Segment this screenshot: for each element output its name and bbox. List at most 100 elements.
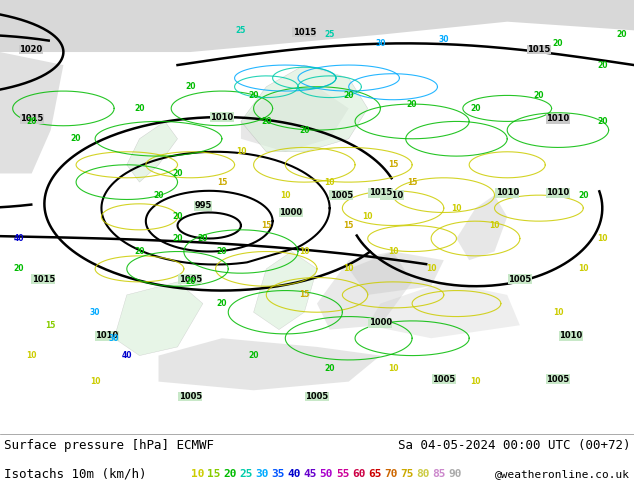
Text: 1015: 1015	[293, 28, 316, 37]
Text: Isotachs 10m (km/h): Isotachs 10m (km/h)	[4, 467, 146, 480]
Text: 15: 15	[46, 321, 56, 330]
Text: 10: 10	[388, 364, 398, 373]
Text: 70: 70	[384, 469, 398, 479]
Text: 15: 15	[217, 178, 227, 187]
Text: 20: 20	[249, 91, 259, 100]
Text: 15: 15	[407, 178, 417, 187]
Text: 60: 60	[352, 469, 365, 479]
Text: 20: 20	[134, 104, 145, 113]
Text: 1015: 1015	[20, 115, 43, 123]
Text: 10: 10	[191, 469, 205, 479]
Text: 30: 30	[439, 34, 449, 44]
Text: 1010: 1010	[547, 115, 569, 123]
Text: 20: 20	[597, 61, 607, 70]
Text: 1015: 1015	[369, 188, 392, 197]
Text: 20: 20	[470, 104, 481, 113]
Text: 20: 20	[299, 125, 309, 135]
Text: 20: 20	[217, 247, 227, 256]
Polygon shape	[349, 251, 444, 295]
Text: 25: 25	[236, 26, 246, 35]
Text: 20: 20	[172, 234, 183, 243]
Polygon shape	[0, 0, 634, 52]
Text: 10: 10	[299, 247, 309, 256]
Text: 1005: 1005	[547, 375, 569, 384]
Text: 10: 10	[280, 191, 290, 199]
Text: 20: 20	[325, 364, 335, 373]
Text: 1015: 1015	[32, 275, 55, 284]
Text: 20: 20	[185, 277, 195, 286]
Polygon shape	[0, 52, 63, 173]
Text: 30: 30	[256, 469, 269, 479]
Text: 20: 20	[597, 117, 607, 126]
Text: 20: 20	[185, 82, 195, 91]
Text: 20: 20	[134, 247, 145, 256]
Text: 20: 20	[261, 117, 271, 126]
Text: 1005: 1005	[179, 392, 202, 401]
Text: 1020: 1020	[19, 45, 42, 54]
Polygon shape	[254, 251, 317, 330]
Text: 10: 10	[597, 234, 607, 243]
Text: 10: 10	[451, 204, 462, 213]
Text: 1000: 1000	[279, 208, 302, 217]
Text: 15: 15	[299, 291, 309, 299]
Text: 20: 20	[407, 99, 417, 109]
Polygon shape	[158, 338, 380, 390]
Text: 1005: 1005	[508, 275, 531, 284]
Text: 10: 10	[470, 377, 481, 386]
Text: 20: 20	[616, 30, 626, 39]
Polygon shape	[368, 282, 520, 338]
Text: 20: 20	[553, 39, 563, 48]
Text: 20: 20	[534, 91, 544, 100]
Text: 40: 40	[14, 234, 24, 243]
Text: 20: 20	[223, 469, 237, 479]
Text: 20: 20	[172, 212, 183, 221]
Polygon shape	[127, 122, 178, 182]
Text: 80: 80	[416, 469, 430, 479]
Text: 10: 10	[489, 221, 500, 230]
Text: 25: 25	[240, 469, 253, 479]
Text: 10: 10	[388, 247, 398, 256]
Text: 1005: 1005	[306, 392, 328, 401]
Text: 10: 10	[236, 147, 246, 156]
Text: 1015: 1015	[527, 45, 550, 54]
Text: 10: 10	[426, 265, 436, 273]
Text: 20: 20	[344, 91, 354, 100]
Text: 20: 20	[27, 117, 37, 126]
Text: 995: 995	[194, 201, 212, 210]
Text: 1005: 1005	[559, 331, 582, 340]
Text: 10: 10	[578, 265, 588, 273]
Text: 10: 10	[27, 351, 37, 360]
Text: 20: 20	[153, 191, 164, 199]
Text: 15: 15	[207, 469, 221, 479]
Text: 1010: 1010	[210, 113, 233, 122]
Text: 1010: 1010	[496, 188, 519, 197]
Polygon shape	[456, 195, 507, 260]
Text: 40: 40	[288, 469, 301, 479]
Text: 30: 30	[90, 308, 100, 317]
Text: Sa 04-05-2024 00:00 UTC (00+72): Sa 04-05-2024 00:00 UTC (00+72)	[398, 439, 630, 452]
Text: 15: 15	[344, 221, 354, 230]
Text: 1010: 1010	[95, 331, 119, 340]
Text: 20: 20	[198, 234, 208, 243]
Text: 35: 35	[271, 469, 285, 479]
Text: 20: 20	[14, 265, 24, 273]
Text: 55: 55	[336, 469, 349, 479]
Text: 65: 65	[368, 469, 382, 479]
Text: 20: 20	[71, 134, 81, 143]
Text: 10: 10	[90, 377, 100, 386]
Text: 1005: 1005	[330, 191, 353, 199]
Text: @weatheronline.co.uk: @weatheronline.co.uk	[495, 469, 630, 479]
Text: 30: 30	[109, 334, 119, 343]
Text: 1010: 1010	[547, 188, 569, 197]
Text: 1000: 1000	[369, 318, 392, 327]
Text: 75: 75	[400, 469, 413, 479]
Text: 25: 25	[325, 30, 335, 39]
Text: 1010: 1010	[380, 191, 404, 199]
Polygon shape	[241, 65, 368, 152]
Polygon shape	[114, 282, 203, 356]
Text: 10: 10	[363, 212, 373, 221]
Text: 45: 45	[304, 469, 317, 479]
Text: 10: 10	[553, 308, 563, 317]
Text: 40: 40	[122, 351, 132, 360]
Text: 15: 15	[261, 221, 271, 230]
